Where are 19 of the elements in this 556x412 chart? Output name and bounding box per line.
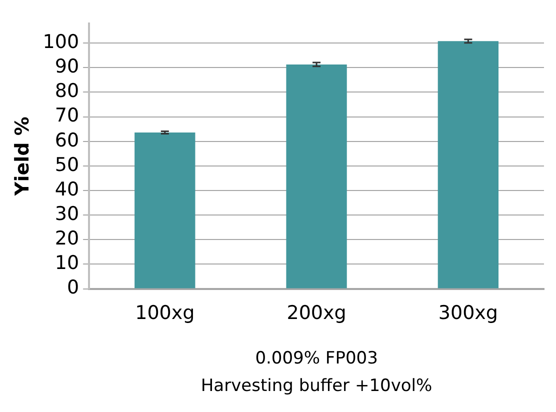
y-tick-label: 50	[54, 154, 80, 176]
y-tick-label: 70	[54, 104, 80, 127]
y-tick-label: 30	[54, 203, 80, 226]
x-tick-label: 300xg	[438, 302, 498, 324]
x-tick-label: 100xg	[135, 302, 195, 324]
bar	[134, 132, 196, 288]
y-tick-label: 100	[42, 30, 80, 53]
x-tick-label: 200xg	[286, 302, 346, 324]
x-axis-title: 0.009% FP003 Harvesting buffer +10vol%	[200, 348, 432, 396]
y-tick-label: 10	[54, 252, 80, 274]
y-tick-label: 40	[54, 178, 80, 200]
bar	[438, 41, 499, 288]
y-tick-label: 0	[66, 276, 80, 299]
bar	[286, 64, 347, 288]
y-tick-label: 80	[54, 80, 80, 102]
y-tick-label: 60	[54, 129, 80, 152]
y-axis-title: Yield %	[11, 116, 34, 197]
y-tick-label: 90	[54, 56, 80, 78]
y-tick-label: 20	[54, 228, 80, 250]
